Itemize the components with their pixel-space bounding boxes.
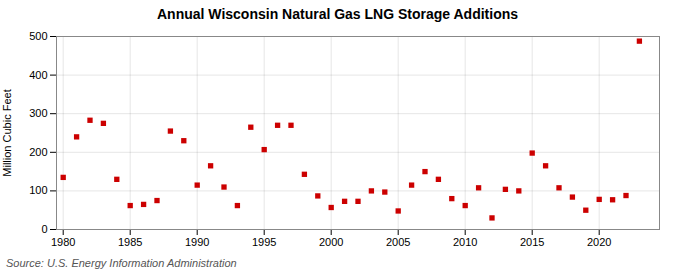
svg-text:1980: 1980 bbox=[51, 236, 75, 248]
svg-text:2015: 2015 bbox=[520, 236, 544, 248]
svg-text:400: 400 bbox=[29, 69, 47, 81]
svg-text:500: 500 bbox=[29, 30, 47, 42]
svg-text:0: 0 bbox=[41, 223, 47, 235]
svg-text:2020: 2020 bbox=[587, 236, 611, 248]
svg-text:Million Cubic Feet: Million Cubic Feet bbox=[1, 89, 13, 176]
svg-text:2000: 2000 bbox=[319, 236, 343, 248]
svg-text:2005: 2005 bbox=[386, 236, 410, 248]
svg-text:100: 100 bbox=[29, 184, 47, 196]
svg-text:1985: 1985 bbox=[118, 236, 142, 248]
svg-text:200: 200 bbox=[29, 146, 47, 158]
svg-text:300: 300 bbox=[29, 107, 47, 119]
svg-text:1995: 1995 bbox=[252, 236, 276, 248]
svg-text:2010: 2010 bbox=[453, 236, 477, 248]
html-text:Annual Wisconsin Natural Gas L: Annual Wisconsin Natural Gas LNG Storage… bbox=[157, 6, 518, 22]
svg-text:1990: 1990 bbox=[185, 236, 209, 248]
html-text:Source: U.S. Energy Informatio: Source: U.S. Energy Information Administ… bbox=[6, 257, 237, 269]
